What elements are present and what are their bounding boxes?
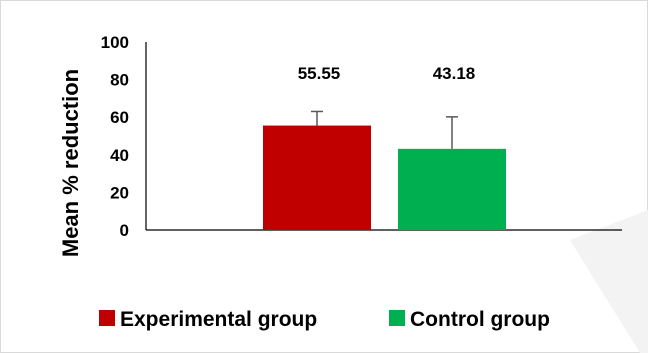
y-tick-label: 0 (120, 221, 129, 240)
y-tick-label: 80 (110, 71, 129, 90)
bar-control-group (398, 148, 506, 230)
bars (263, 125, 506, 230)
legend-label-experimental-group: Experimental group (120, 308, 317, 331)
data-label-experimental-group: 55.55 (298, 64, 341, 83)
y-axis-ticks: 0 20 40 60 80 100 (101, 33, 129, 240)
data-labels: 55.55 43.18 (298, 64, 476, 83)
y-tick-label: 40 (110, 146, 129, 165)
legend: Experimental group Control group (99, 308, 550, 331)
legend-swatch-experimental-group (99, 310, 115, 326)
legend-label-control-group: Control group (410, 308, 550, 331)
y-tick-label: 20 (110, 183, 129, 202)
error-bars (311, 110, 458, 149)
y-axis-label: Mean % reduction (58, 69, 83, 257)
y-tick-label: 100 (101, 33, 129, 52)
watermark-shape (570, 210, 648, 353)
legend-swatch-control-group (389, 310, 405, 326)
data-label-control-group: 43.18 (433, 64, 476, 83)
bar-experimental-group (263, 125, 371, 230)
y-tick-label: 60 (110, 108, 129, 127)
